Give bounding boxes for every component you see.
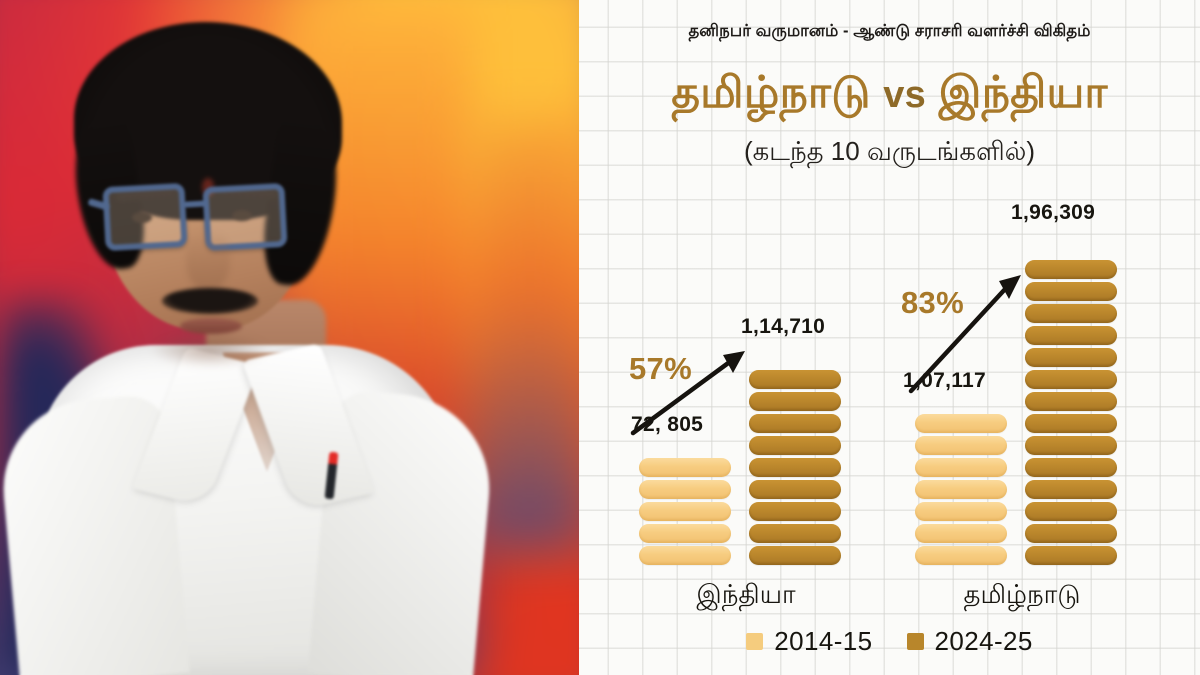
- person-figure: [0, 0, 579, 675]
- value-label-tamilnadu-2024: 1,96,309: [1011, 201, 1096, 224]
- legend-label-2014: 2014-15: [774, 626, 873, 656]
- growth-label-india: 57%: [629, 351, 692, 386]
- legend-item-2024: 2024-25: [906, 626, 1033, 657]
- chart-group-tamilnadu: 1,07,117 1,96,309 83% தமிழ்நாடு: [897, 185, 1147, 609]
- coin-segment: [1025, 480, 1117, 499]
- stack-tamilnadu-2014: [915, 414, 1007, 565]
- coin-segment: [1025, 436, 1117, 455]
- legend-item-2014: 2014-15: [746, 626, 872, 657]
- chart-plot-area: 72, 805 1,14,710 57% இந்தியா 1,07,117 1,…: [579, 185, 1200, 609]
- chart-title-right: இந்தியா: [938, 68, 1108, 117]
- coin-segment: [639, 480, 731, 499]
- legend-swatch-2014: [746, 633, 764, 650]
- coin-segment: [915, 458, 1007, 477]
- coin-segment: [749, 458, 841, 477]
- coin-segment: [749, 414, 841, 433]
- politician-photo: [0, 0, 579, 675]
- coin-segment: [1025, 282, 1117, 301]
- nose: [186, 230, 230, 292]
- coin-segment: [749, 502, 841, 521]
- lens-left: [102, 182, 188, 252]
- stack-tamilnadu-2024: [1025, 260, 1117, 565]
- stack-india-2024: [749, 370, 841, 565]
- coin-segment: [1025, 348, 1117, 367]
- chart-title: தமிழ்நாடு vs இந்தியா: [579, 68, 1200, 117]
- coin-segment: [1025, 414, 1117, 433]
- value-label-india-2024: 1,14,710: [741, 315, 826, 338]
- growth-arrow-tamilnadu: [908, 275, 1021, 394]
- coin-segment: [749, 480, 841, 499]
- legend-label-2024: 2024-25: [934, 626, 1033, 656]
- coin-segment: [639, 524, 731, 543]
- coin-segment: [915, 414, 1007, 433]
- coin-segment: [749, 524, 841, 543]
- chart-subtitle: தனிநபர் வருமானம் - ஆண்டு சராசரி வளர்ச்சி…: [688, 22, 1091, 40]
- chart-legend: 2014-15 2024-25: [579, 626, 1200, 657]
- coin-segment: [915, 546, 1007, 565]
- coin-segment: [1025, 392, 1117, 411]
- chart-panel: தனிநபர் வருமானம் - ஆண்டு சராசரி வளர்ச்சி…: [579, 0, 1200, 675]
- chart-group-india: 72, 805 1,14,710 57% இந்தியா: [621, 185, 871, 609]
- coin-segment: [1025, 304, 1117, 323]
- chart-title-vs: vs: [883, 74, 927, 116]
- coin-segment: [749, 546, 841, 565]
- stack-india-2014: [639, 458, 731, 565]
- chin-shadow: [150, 332, 270, 368]
- coin-segment: [749, 370, 841, 389]
- coin-segment: [915, 480, 1007, 499]
- category-label-india: இந்தியா: [696, 579, 796, 609]
- coin-segment: [915, 502, 1007, 521]
- coin-segment: [749, 436, 841, 455]
- coin-segment: [639, 458, 731, 477]
- coin-segment: [749, 392, 841, 411]
- coin-segment: [639, 502, 731, 521]
- category-label-tamilnadu: தமிழ்நாடு: [963, 579, 1081, 609]
- legend-swatch-2024: [906, 633, 924, 650]
- growth-arrow-india: [630, 351, 745, 436]
- coin-segment: [1025, 524, 1117, 543]
- coin-segment: [1025, 370, 1117, 389]
- coin-segment: [1025, 502, 1117, 521]
- mustache: [162, 288, 258, 314]
- chart-period-note: (கடந்த 10 வருடங்களில்): [743, 136, 1036, 166]
- chart-title-left: தமிழ்நாடு: [671, 68, 871, 117]
- glasses-bridge: [183, 200, 209, 208]
- coin-segment: [1025, 546, 1117, 565]
- coin-segment: [1025, 326, 1117, 345]
- coin-segment: [1025, 458, 1117, 477]
- coin-segment: [915, 524, 1007, 543]
- coin-segment: [639, 546, 731, 565]
- coin-segment: [1025, 260, 1117, 279]
- growth-label-tamilnadu: 83%: [901, 285, 964, 320]
- coin-segment: [915, 436, 1007, 455]
